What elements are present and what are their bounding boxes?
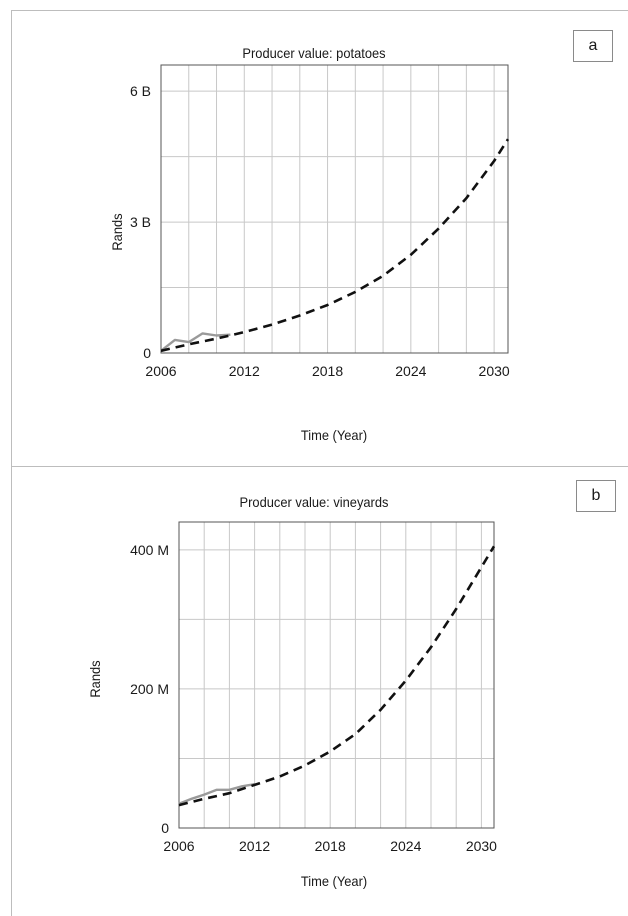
x-tick-label: 2024 — [390, 838, 421, 854]
frame-left-line — [11, 10, 12, 916]
x-tick-label: 2012 — [229, 363, 260, 379]
panel-label-badge: a — [573, 30, 613, 62]
y-tick-label: 0 — [161, 820, 169, 836]
x-tick-label: 2012 — [239, 838, 270, 854]
frame-top-line — [11, 10, 628, 11]
x-tick-label: 2030 — [479, 363, 510, 379]
series-line-observed — [178, 783, 255, 805]
x-axis-label: Time (Year) — [300, 873, 368, 889]
y-tick-label: 6 B — [130, 83, 151, 99]
y-tick-label: 200 M — [130, 681, 169, 697]
series-line-observed — [160, 332, 231, 352]
plot-frame — [160, 64, 509, 354]
chart-title: Producer value: potatoes — [242, 45, 386, 61]
plot-area: 2006 2012 2018 2024 2030 0 3 B 6 B — [130, 64, 510, 379]
chart-title: Producer value: vineyards — [239, 494, 389, 510]
panel-label-badge: b — [576, 480, 616, 512]
x-axis-label: Time (Year) — [300, 427, 368, 443]
x-tick-label: 2024 — [395, 363, 426, 379]
x-tick-label: 2006 — [145, 363, 176, 379]
x-tick-label: 2018 — [312, 363, 343, 379]
x-tick-label: 2006 — [163, 838, 194, 854]
plot-frame — [178, 521, 495, 829]
chart-panel-vineyards: b Producer value: vineyards Rands Time (… — [0, 466, 628, 916]
series-line-projected — [178, 545, 496, 807]
y-tick-label: 400 M — [130, 542, 169, 558]
series-line-projected — [160, 138, 510, 353]
y-tick-label: 0 — [143, 345, 151, 361]
plot-area: 2006 2012 2018 2024 2030 0 200 M 400 M — [130, 521, 497, 854]
y-tick-label: 3 B — [130, 214, 151, 230]
panel-divider — [11, 466, 628, 467]
x-tick-label: 2030 — [466, 838, 497, 854]
chart-panel-potatoes: a Producer value: potatoes Rands Time (Y… — [0, 10, 628, 466]
x-tick-label: 2018 — [315, 838, 346, 854]
